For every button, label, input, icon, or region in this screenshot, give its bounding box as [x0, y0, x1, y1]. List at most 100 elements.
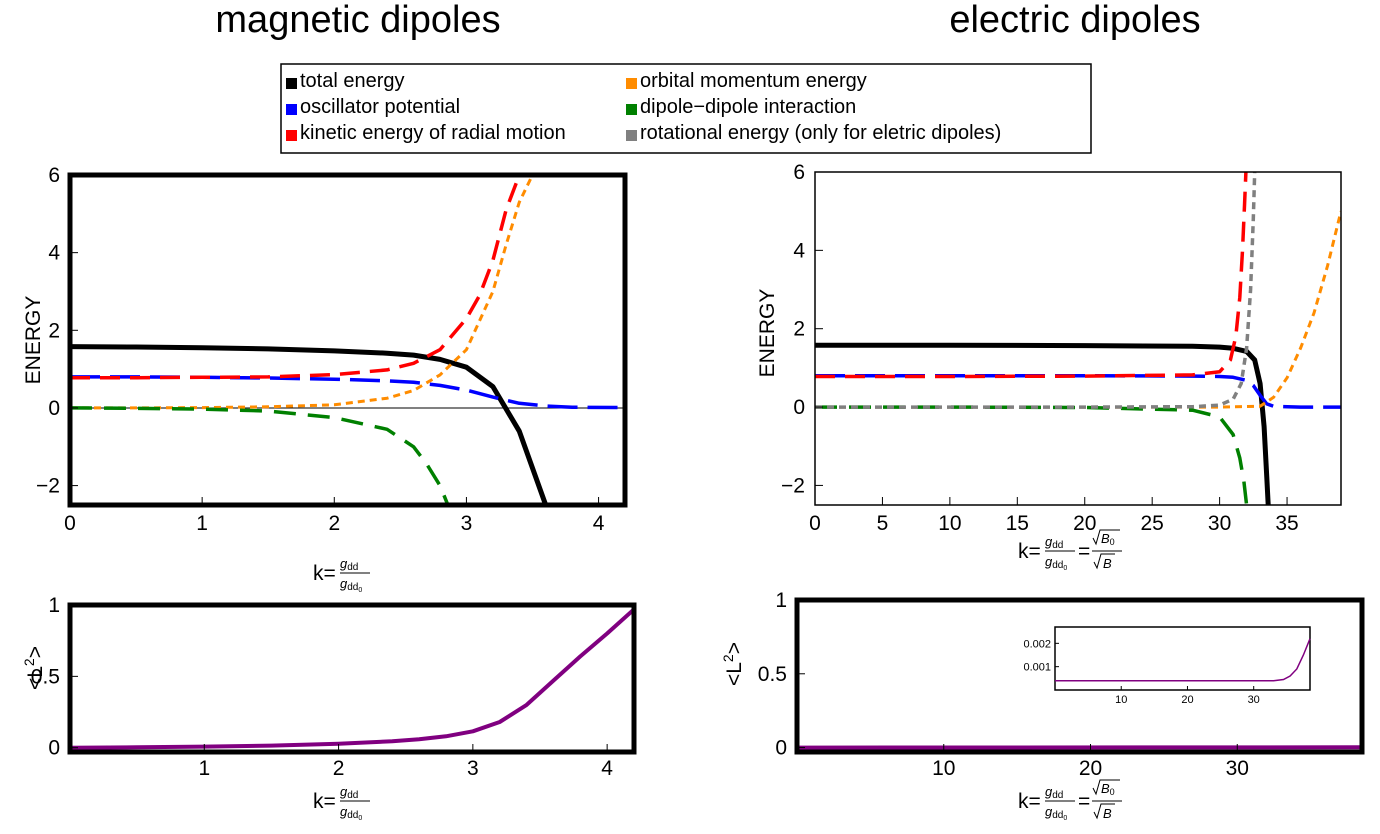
k-prefix: k= [1018, 540, 1041, 563]
x-tick-label: 5 [877, 512, 889, 535]
plot-frame [794, 597, 1365, 755]
y-tick-label: 1 [48, 594, 60, 617]
x-tick-label: 20 [1073, 512, 1096, 535]
y-tick-label: 4 [48, 242, 60, 265]
legend-swatch-orbital-momentum-energy [626, 78, 637, 89]
legend-frame [280, 63, 1092, 154]
g-dd-numerator: gdd [340, 784, 358, 801]
y-tick-label: 0 [793, 396, 805, 419]
x-tick-label: 10 [938, 512, 961, 535]
b0-numerator: B0 [1101, 531, 1115, 547]
y-tick-label: 6 [793, 161, 805, 184]
legend-label-oscillator-potential: oscillator potential [300, 96, 460, 118]
x-tick-label: 3 [461, 512, 473, 535]
legend-swatch-dipole-dipole-interaction [626, 104, 637, 115]
x-tick-label: 0 [64, 512, 76, 535]
x-tick-label: 4 [593, 512, 605, 535]
electric-dipoles-title: electric dipoles [949, 0, 1200, 41]
y-tick-label: −2 [781, 474, 805, 497]
x-tick-label: 1 [198, 757, 210, 780]
plot-frame [67, 602, 637, 755]
b-denominator: B [1103, 806, 1112, 821]
g-dd-numerator: gdd [1045, 784, 1063, 801]
g-dd0-denominator: gdd0 [340, 576, 362, 594]
g-dd0-denominator: gdd0 [340, 804, 362, 822]
y-tick-label: 0.5 [758, 663, 787, 686]
x-tick-label: 35 [1275, 512, 1298, 535]
y-tick-label: −2 [36, 475, 60, 498]
chart-electric-L2: 10 20 30 0 0.5 1 10 20 30 0.001 0.002 [758, 589, 1365, 780]
legend-label-dipole-dipole-interaction: dipole−dipole interaction [640, 96, 856, 118]
x-axis-label-magnetic-l2: k= gdd gdd0 [313, 784, 370, 822]
b-denominator: B [1103, 556, 1112, 571]
y-axis-label-electric-energy: ENERGY [756, 289, 779, 378]
y-tick-label: 0 [48, 397, 60, 420]
chart-magnetic-L2: 1 2 3 4 0 0.5 1 [31, 594, 637, 780]
sqrt-sign [1093, 553, 1115, 570]
b0-numerator: B0 [1101, 781, 1115, 797]
legend-label-total-energy: total energy [300, 70, 405, 92]
equals-sign: = [1078, 540, 1090, 563]
g-dd-numerator: gdd [1045, 534, 1063, 551]
y-axis-label-magnetic-l2: <L2> [21, 646, 47, 690]
y-tick-label: 0 [775, 737, 787, 760]
x-axis-label-magnetic-energy: k= gdd gdd0 [313, 556, 370, 594]
x-tick-label: 30 [1208, 512, 1231, 535]
series-line-total-energy [70, 344, 549, 505]
x-axis-label-electric-l2: k= gdd gdd0 = B0 B [1018, 779, 1122, 822]
plot-frame [67, 172, 628, 508]
series-line-kinetic-energy-of-radial-motion [70, 175, 521, 380]
series-line-dipole-dipole-interaction [70, 406, 450, 505]
x-tick-label: 30 [1226, 757, 1249, 780]
inset-chart: 10 20 30 0.001 0.002 [1023, 626, 1311, 706]
equals-sign: = [1078, 790, 1090, 813]
y-axis-label-magnetic-energy: ENERGY [22, 296, 45, 385]
series-line-l2-curve [70, 607, 634, 750]
magnetic-dipoles-title: magnetic dipoles [215, 0, 500, 41]
y-tick-label: 0.5 [31, 665, 60, 688]
series-line-oscillator-potential [815, 373, 1341, 409]
x-tick-label: 15 [1006, 512, 1029, 535]
x-tick-label: 2 [328, 512, 340, 535]
k-prefix: k= [313, 562, 336, 585]
y-tick-label: 0 [48, 737, 60, 760]
plot-frame [814, 171, 1342, 506]
y-tick-label: 2 [48, 319, 60, 342]
y-tick-label: 4 [793, 239, 805, 262]
inset-series-line [1055, 638, 1311, 682]
inset-x-tick-label: 10 [1115, 694, 1127, 706]
sqrt-sign [1092, 779, 1120, 796]
g-dd0-denominator: gdd0 [1045, 804, 1067, 822]
series-line-total-energy [815, 342, 1271, 505]
x-tick-label: 10 [932, 757, 955, 780]
sqrt-sign [1093, 803, 1115, 820]
x-tick-label: 2 [333, 757, 345, 780]
x-tick-label: 1 [196, 512, 208, 535]
x-axis-label-electric-energy: k= gdd gdd0 = B0 B [1018, 529, 1122, 572]
g-dd0-denominator: gdd0 [1045, 554, 1067, 572]
series-line-rotational-energy-only-for-eletric-dipoles [815, 172, 1257, 409]
legend: total energy oscillator potential kineti… [280, 63, 1092, 154]
legend-swatch-kinetic-energy [286, 130, 297, 141]
inset-y-tick-label: 0.002 [1023, 638, 1051, 650]
k-prefix: k= [1018, 790, 1041, 813]
legend-label-orbital-momentum-energy: orbital momentum energy [640, 70, 867, 92]
legend-swatch-total-energy [286, 78, 297, 89]
series-line-orbital-momentum-energy [815, 210, 1341, 409]
series-line-kinetic-energy-of-radial-motion [815, 172, 1248, 379]
y-tick-label: 1 [775, 589, 787, 612]
series-line-orbital-momentum-energy [70, 175, 534, 410]
series-line-dipole-dipole-interaction [815, 405, 1249, 505]
inset-y-tick-label: 0.001 [1023, 662, 1051, 674]
k-prefix: k= [313, 790, 336, 813]
y-axis-label-electric-l2: <L2> [720, 642, 746, 686]
y-tick-label: 6 [48, 164, 60, 187]
legend-label-kinetic-energy: kinetic energy of radial motion [300, 122, 566, 144]
series-line-oscillator-potential [70, 375, 625, 410]
legend-swatch-rotational-energy [626, 130, 637, 141]
x-tick-label: 20 [1079, 757, 1102, 780]
